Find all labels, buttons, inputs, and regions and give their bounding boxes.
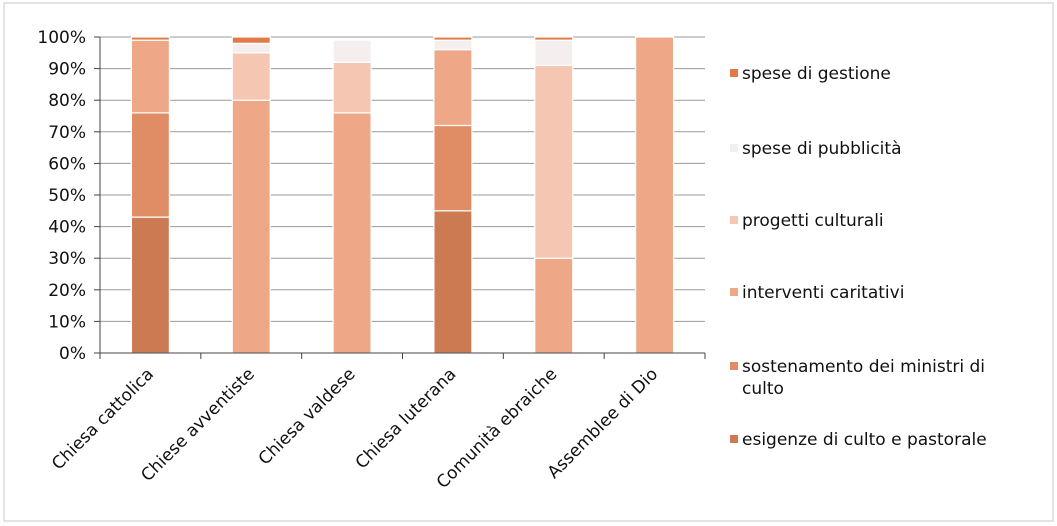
bar-segment — [433, 124, 473, 212]
bar-segment — [332, 39, 372, 63]
bar-segment — [130, 39, 171, 114]
legend: spese di gestione spese di pubblicità prog… — [730, 64, 987, 450]
bar-segment — [130, 216, 171, 354]
bar-segment — [332, 112, 372, 354]
legend-swatch — [730, 216, 738, 224]
legend-label: sostenamento dei ministri di culto — [742, 357, 985, 399]
y-tick-label: 80% — [48, 91, 86, 111]
legend-label: progetti culturali — [742, 211, 884, 231]
legend-swatch — [730, 288, 738, 296]
bar-segment — [534, 36, 574, 41]
y-tick-label: 40% — [48, 218, 86, 238]
bar-segment — [332, 61, 372, 114]
y-tick-label: 10% — [48, 312, 86, 332]
legend-label: interventi caritativi — [742, 283, 904, 303]
bar-segment — [433, 39, 473, 51]
legend-label: spese di gestione — [742, 64, 891, 84]
legend-label: esigenze di culto e pastorale — [742, 430, 987, 450]
bar-segment — [534, 64, 574, 259]
bar-segment — [433, 49, 473, 127]
y-tick-label: 20% — [48, 281, 86, 301]
bar-segment — [130, 112, 171, 218]
bar-segment — [433, 36, 473, 41]
bar-segment — [231, 52, 271, 101]
y-tick-label: 90% — [48, 60, 86, 80]
chart-frame — [3, 2, 1054, 522]
bar-segment — [634, 36, 675, 354]
bar-segment — [231, 99, 271, 354]
legend-swatch — [730, 435, 738, 443]
y-tick-label: 60% — [48, 154, 86, 174]
y-tick-label: 70% — [48, 123, 86, 143]
legend-label: spese di pubblicità — [742, 139, 902, 159]
bar-segment — [534, 39, 574, 67]
legend-swatch — [730, 362, 738, 370]
y-tick-label: 0% — [59, 344, 86, 364]
legend-swatch — [730, 144, 738, 152]
bar-segment — [433, 210, 473, 354]
bar-segment — [231, 42, 271, 54]
y-axis: 0% 10% 20% 30% 40% 50% 60% 70% 80% 90% 100% — [37, 28, 101, 364]
bar-segment — [130, 36, 171, 41]
y-tick-label: 30% — [48, 249, 86, 269]
legend-swatch — [730, 69, 738, 77]
y-tick-label: 50% — [48, 186, 86, 206]
bar-segment — [231, 36, 271, 44]
y-tick-label: 100% — [37, 28, 86, 48]
bar-segment — [534, 257, 574, 354]
